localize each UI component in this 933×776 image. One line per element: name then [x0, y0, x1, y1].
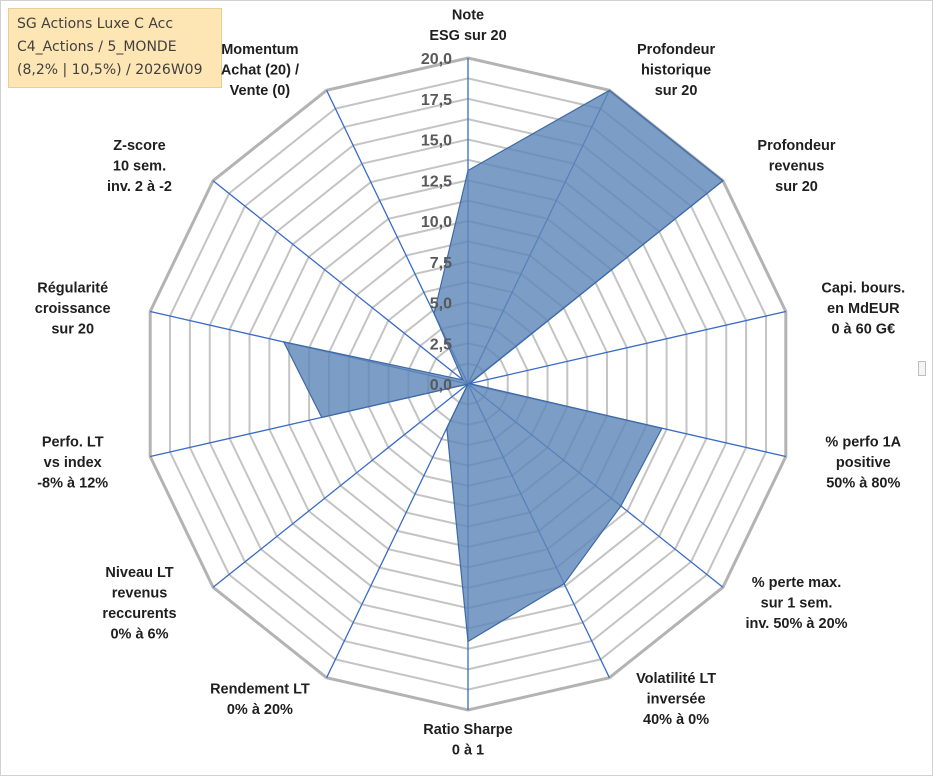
axis-label: Perfo. LT vs index -8% à 12%	[37, 435, 108, 492]
axis-label: Z-score 10 sem. inv. 2 à -2	[107, 138, 172, 195]
axis-label: Capi. bours. en MdEUR 0 à 60 G€	[821, 281, 905, 338]
tick-label: 20,0	[421, 51, 452, 68]
axis-label: Niveau LT revenus reccurents 0% à 6%	[102, 565, 176, 643]
axis-label-line: Achat (20) /	[221, 62, 299, 78]
axis-label-line: 40% à 0%	[643, 712, 709, 728]
axis-label: Ratio Sharpe 0 à 1	[423, 722, 512, 759]
axis-label: Momentum Achat (20) / Vente (0)	[221, 42, 299, 99]
axis-label-line: sur 20	[655, 83, 698, 99]
tick-label: 10,0	[421, 214, 452, 231]
axis-label: Profondeur revenus sur 20	[757, 138, 835, 195]
axis-label-line: Niveau LT	[105, 565, 173, 581]
tick-label: 0,0	[430, 377, 452, 394]
axis-label-line: inv. 50% à 20%	[745, 616, 847, 632]
axis-label-line: Capi. bours.	[821, 281, 905, 297]
axis-label-line: reccurents	[102, 606, 176, 622]
axis-label: Régularité croissance sur 20	[35, 281, 111, 338]
axis-label: Note ESG sur 20	[429, 8, 506, 45]
axis-label-line: % perte max.	[752, 575, 841, 591]
axis-label-line: inv. 2 à -2	[107, 179, 172, 195]
fund-stats: (8,2% | 10,5%) / 2026W09	[17, 62, 203, 78]
axis-label: % perte max. sur 1 sem. inv. 50% à 20%	[745, 575, 847, 632]
axis-label-line: 0 à 1	[452, 743, 484, 759]
radar-series	[282, 89, 724, 643]
axis-label-line: Vente (0)	[230, 83, 291, 99]
axis-label-line: 0% à 20%	[227, 702, 293, 718]
fund-name: SG Actions Luxe C Acc	[17, 16, 174, 32]
axis-label-line: Note	[452, 8, 484, 24]
fund-title-box: SG Actions Luxe C Acc C4_Actions / 5_MON…	[8, 8, 222, 88]
axis-label-line: % perfo 1A	[825, 435, 901, 451]
axis-label-line: Ratio Sharpe	[423, 722, 512, 738]
axis-label-line: Momentum	[221, 42, 298, 58]
axis-line	[467, 310, 786, 385]
tick-label: 7,5	[430, 255, 452, 272]
axis-label-line: inversée	[647, 692, 706, 708]
axis-line	[212, 383, 469, 588]
tick-label: 15,0	[421, 133, 452, 150]
axis-label-line: revenus	[112, 586, 168, 602]
series-area	[282, 89, 724, 643]
axis-label-line: historique	[641, 62, 711, 78]
axis-label-line: 0 à 60 G€	[831, 322, 895, 338]
axis-label: % perfo 1A positive 50% à 80%	[825, 435, 901, 492]
axis-label: Rendement LT 0% à 20%	[210, 682, 310, 719]
axis-label-line: Profondeur	[757, 138, 835, 154]
axis-label-line: sur 1 sem.	[761, 596, 833, 612]
axis-label-line: croissance	[35, 301, 111, 317]
axis-label-line: revenus	[769, 158, 825, 174]
axis-label-line: Régularité	[37, 281, 108, 297]
scroll-handle[interactable]	[918, 361, 926, 376]
axis-label-line: en MdEUR	[827, 301, 900, 317]
axis-label-line: ESG sur 20	[429, 28, 506, 44]
axis-label-line: 0% à 6%	[110, 627, 168, 643]
axis-line	[212, 180, 469, 385]
axis-labels: Note ESG sur 20 Profondeur historique sur 20…	[35, 8, 905, 759]
axis-label-line: Z-score	[113, 138, 165, 154]
axis-label-line: 10 sem.	[113, 158, 166, 174]
axis-label-line: Profondeur	[637, 42, 715, 58]
tick-label: 12,5	[421, 173, 452, 190]
axis-label: Volatilité LT inversée 40% à 0%	[636, 671, 716, 728]
axis-label-line: 50% à 80%	[826, 476, 900, 492]
tick-label: 17,5	[421, 92, 452, 109]
radial-tick-labels: 0,0 2,5 5,0 7,5 10,0 12,5 15,0 17,5 20,0	[421, 51, 452, 394]
axis-label-line: sur 20	[51, 322, 94, 338]
axis-label-line: Perfo. LT	[42, 435, 104, 451]
tick-label: 5,0	[430, 296, 452, 313]
axis-line	[326, 383, 469, 678]
axis-label-line: -8% à 12%	[37, 476, 108, 492]
axis-label-line: Volatilité LT	[636, 671, 716, 687]
axis-label-line: positive	[836, 455, 891, 471]
axis-label-line: vs index	[44, 455, 102, 471]
fund-category: C4_Actions / 5_MONDE	[17, 39, 177, 55]
axis-label-line: Rendement LT	[210, 682, 310, 698]
tick-label: 2,5	[430, 336, 452, 353]
axis-label-line: sur 20	[775, 179, 818, 195]
axis-label: Profondeur historique sur 20	[637, 42, 715, 99]
